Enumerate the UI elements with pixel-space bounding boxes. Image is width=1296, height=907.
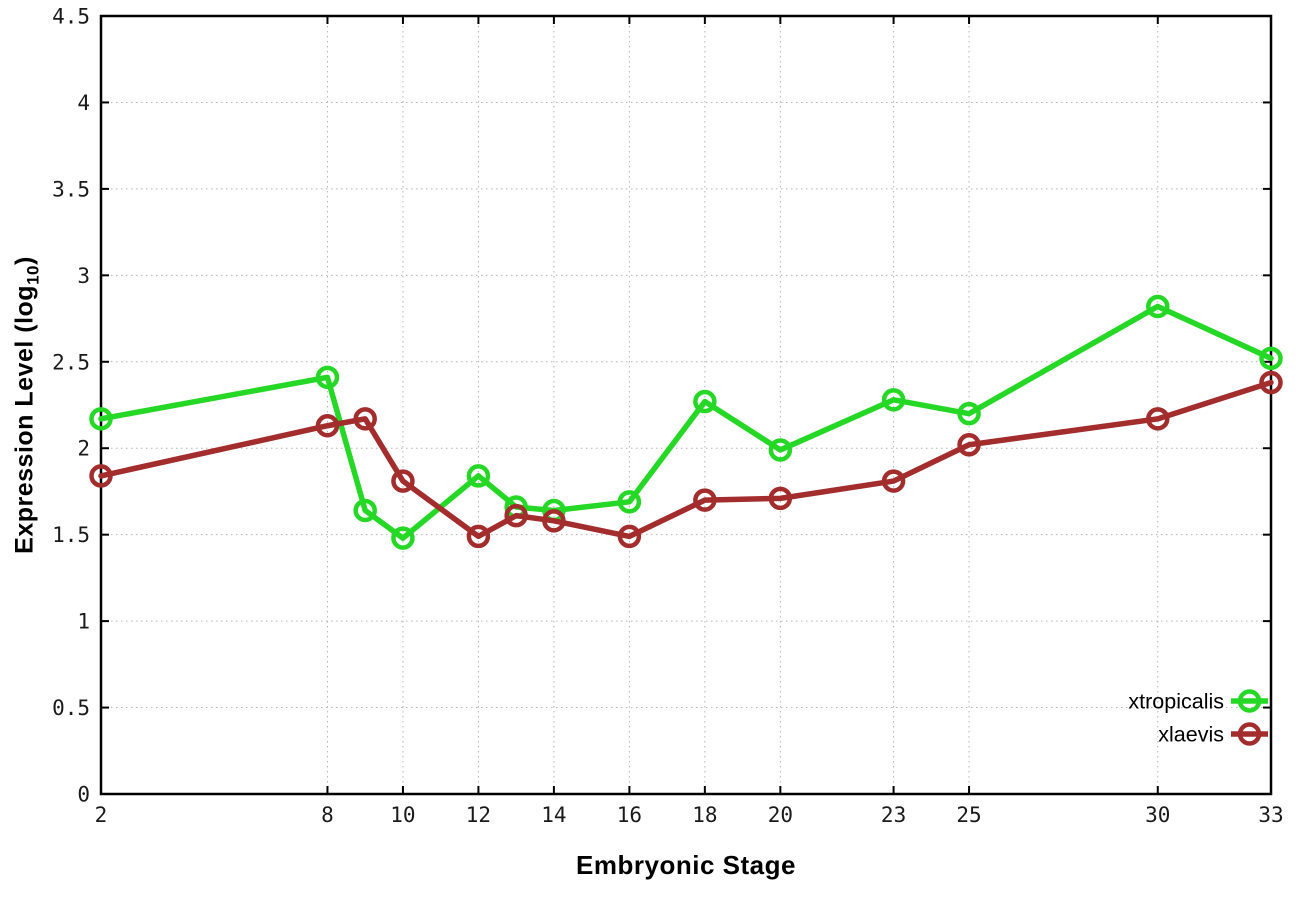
data-point-xlaevis-stage-33 bbox=[1259, 370, 1283, 395]
data-point-xlaevis-stage-10 bbox=[391, 469, 415, 493]
legend-label-xlaevis: xlaevis bbox=[1158, 723, 1224, 747]
data-point-xlaevis-stage-18 bbox=[693, 488, 717, 512]
y-tick-label: 0.5 bbox=[52, 696, 90, 720]
x-tick-label: 25 bbox=[956, 803, 981, 827]
legend-label-xtropicalis: xtropicalis bbox=[1128, 690, 1224, 714]
series-line-xlaevis bbox=[98, 379, 1274, 540]
x-tick-label: 30 bbox=[1145, 803, 1170, 827]
x-tick-label: 33 bbox=[1258, 803, 1283, 827]
data-point-xlaevis-stage-14 bbox=[542, 509, 566, 533]
data-point-xlaevis-stage-13 bbox=[504, 503, 528, 528]
data-point-xlaevis-stage-2 bbox=[89, 464, 113, 488]
data-point-xtropicalis-stage-25 bbox=[957, 401, 981, 426]
y-tick-label: 0 bbox=[77, 783, 90, 807]
y-tick-label: 1 bbox=[77, 610, 90, 634]
plot-border bbox=[99, 14, 1273, 796]
x-axis-title: Embryonic Stage bbox=[576, 850, 796, 880]
data-point-xtropicalis-stage-9 bbox=[353, 498, 377, 523]
y-tick-label: 2 bbox=[77, 437, 90, 461]
x-tick-label: 8 bbox=[321, 803, 334, 827]
y-tick-label: 2.5 bbox=[52, 350, 90, 374]
data-point-xlaevis-stage-8 bbox=[315, 413, 340, 438]
x-tick-label: 20 bbox=[768, 803, 793, 827]
legend-marker-xlaevis bbox=[1237, 722, 1262, 746]
data-point-xtropicalis-stage-23 bbox=[881, 388, 906, 412]
y-tick-label: 4.5 bbox=[52, 5, 90, 29]
data-point-xlaevis-stage-25 bbox=[957, 433, 981, 457]
data-point-xtropicalis-stage-12 bbox=[466, 464, 491, 488]
y-tick-label: 1.5 bbox=[52, 523, 90, 547]
y-tick-label: 3 bbox=[77, 264, 90, 288]
data-point-xtropicalis-stage-18 bbox=[693, 389, 717, 414]
data-point-xlaevis-stage-12 bbox=[466, 524, 491, 549]
data-point-xtropicalis-stage-30 bbox=[1146, 294, 1170, 319]
y-axis-title-text: Expression Level (log bbox=[10, 284, 39, 554]
data-point-xtropicalis-stage-2 bbox=[89, 407, 113, 431]
x-tick-label: 2 bbox=[95, 803, 108, 827]
data-point-xlaevis-stage-20 bbox=[768, 486, 793, 511]
legend-marker-xtropicalis bbox=[1237, 689, 1262, 713]
x-tick-label: 10 bbox=[390, 803, 415, 827]
data-point-xtropicalis-stage-8 bbox=[315, 365, 340, 390]
x-tick-label: 12 bbox=[466, 803, 491, 827]
data-point-xtropicalis-stage-10 bbox=[391, 526, 415, 550]
data-point-xlaevis-stage-30 bbox=[1146, 407, 1170, 431]
data-point-xtropicalis-stage-16 bbox=[617, 490, 642, 514]
data-point-xtropicalis-stage-20 bbox=[768, 438, 793, 462]
series-line-xtropicalis bbox=[98, 303, 1274, 541]
y-axis-title-subscript: 10 bbox=[23, 264, 43, 285]
x-tick-label: 14 bbox=[541, 803, 566, 827]
y-axis-title-close: ) bbox=[10, 256, 39, 265]
x-tick-label: 23 bbox=[881, 803, 906, 827]
y-axis-title: Expression Level (log10) bbox=[11, 256, 44, 554]
x-tick-label: 16 bbox=[617, 803, 642, 827]
y-tick-label: 3.5 bbox=[52, 177, 90, 201]
data-point-xlaevis-stage-16 bbox=[617, 524, 642, 549]
y-tick-label: 4 bbox=[77, 91, 90, 115]
data-point-xlaevis-stage-23 bbox=[881, 469, 906, 493]
data-point-xlaevis-stage-9 bbox=[353, 407, 377, 431]
data-point-xtropicalis-stage-33 bbox=[1259, 346, 1283, 371]
x-tick-label: 18 bbox=[692, 803, 717, 827]
